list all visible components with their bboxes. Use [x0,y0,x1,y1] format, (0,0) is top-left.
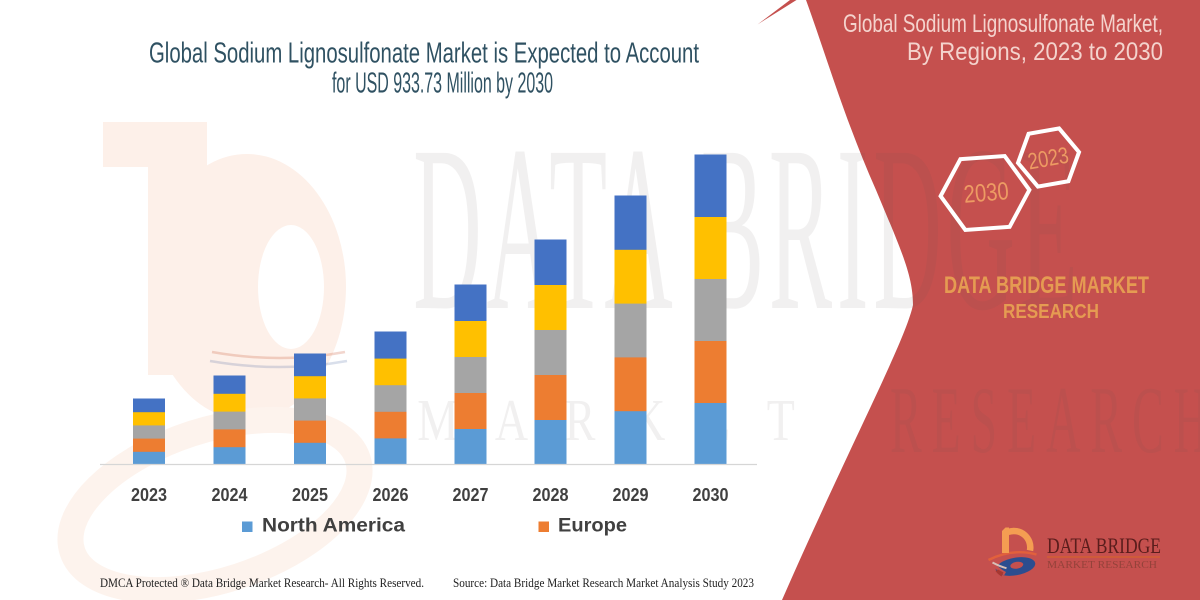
svg-text:DMCA Protected ® Data Bridge M: DMCA Protected ® Data Bridge Market Rese… [100,576,424,590]
svg-text:for USD 933.73 Million by 2030: for USD 933.73 Million by 2030 [332,68,553,100]
svg-text:2027: 2027 [453,485,489,505]
svg-text:2025: 2025 [292,485,328,505]
svg-text:North America: North America [262,515,405,537]
svg-text:2024: 2024 [212,485,248,505]
svg-text:RESEARCH: RESEARCH [890,369,1200,474]
svg-text:Global Sodium Lignosulfonate M: Global Sodium Lignosulfonate Market, [843,10,1163,38]
svg-text:Global Sodium Lignosulfonate M: Global Sodium Lignosulfonate Market is E… [149,38,699,70]
svg-text:Source: Data Bridge Market Res: Source: Data Bridge Market Research Mark… [453,576,754,590]
svg-text:2029: 2029 [613,485,649,505]
svg-text:2023: 2023 [131,485,167,505]
svg-text:DATA BRIDGE: DATA BRIDGE [1047,533,1161,558]
svg-text:2030: 2030 [693,485,729,505]
svg-text:RESEARCH: RESEARCH [1003,301,1099,323]
svg-text:DATA BRIDGE MARKET: DATA BRIDGE MARKET [944,272,1149,299]
svg-text:MARKET RESEARCH: MARKET RESEARCH [417,389,1200,454]
svg-text:2030: 2030 [963,177,1010,209]
svg-text:2026: 2026 [373,485,409,505]
svg-text:MARKET RESEARCH: MARKET RESEARCH [1047,560,1157,571]
svg-text:By Regions, 2023 to 2030: By Regions, 2023 to 2030 [907,38,1163,66]
svg-text:Europe: Europe [558,515,627,537]
svg-text:2028: 2028 [533,485,569,505]
